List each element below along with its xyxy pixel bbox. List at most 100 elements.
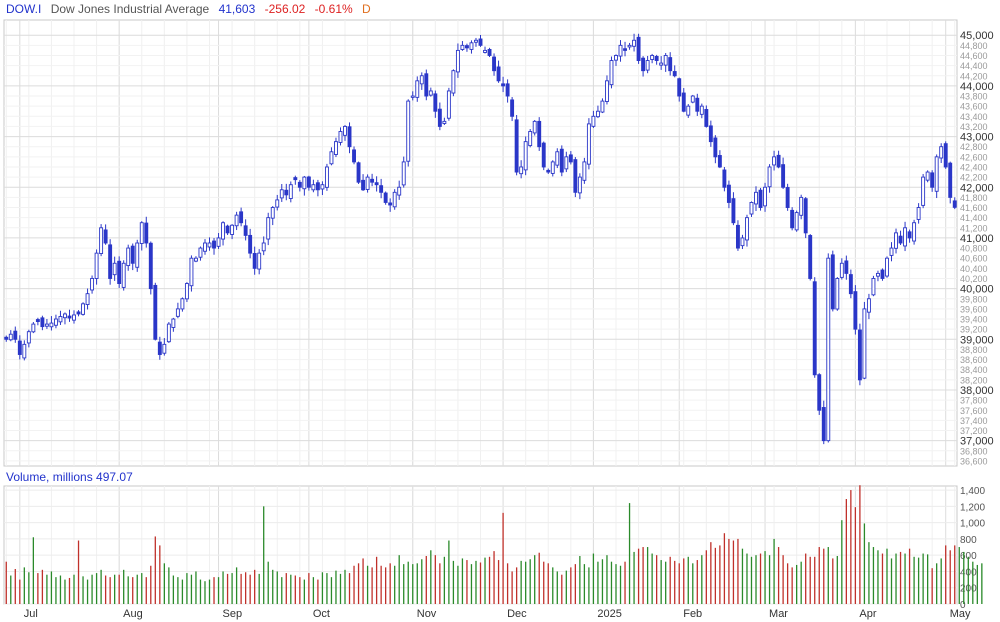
candle-body <box>451 70 456 94</box>
price-minor-tick-label: 44,200 <box>960 71 988 81</box>
candle-body <box>392 191 397 208</box>
price-minor-tick-label: 43,200 <box>960 122 988 132</box>
candle-body <box>627 44 632 48</box>
candle-body <box>53 318 58 326</box>
candle-body <box>817 374 822 411</box>
candle-body <box>708 125 713 143</box>
candle-body <box>126 247 131 267</box>
candle-body <box>871 278 876 296</box>
price-minor-tick-label: 38,200 <box>960 375 988 385</box>
candle-body <box>302 176 307 190</box>
volume-tick-label: 1,000 <box>960 519 985 530</box>
price-minor-tick-label: 43,400 <box>960 112 988 122</box>
price-minor-tick-label: 39,400 <box>960 315 988 325</box>
candle-body <box>930 172 935 188</box>
candle-body <box>216 237 221 247</box>
x-tick-label: Feb <box>683 608 702 620</box>
period-label[interactable]: D <box>362 2 371 16</box>
candle-body <box>632 39 637 47</box>
candle-body <box>934 156 939 192</box>
candle-body <box>912 222 917 242</box>
candle-body <box>166 323 171 343</box>
candle-body <box>523 141 528 171</box>
candle-body <box>853 291 858 330</box>
candle-body <box>162 343 167 354</box>
price-major-tick-label: 41,000 <box>960 233 994 245</box>
candle-body <box>735 224 740 249</box>
candle-body <box>85 293 90 305</box>
candle-body <box>81 303 85 315</box>
candle-body <box>410 95 415 98</box>
candle-body <box>754 191 758 205</box>
price-minor-tick-label: 39,600 <box>960 304 988 314</box>
candle-body <box>799 196 804 216</box>
symbol-label[interactable]: DOW.I <box>6 2 42 16</box>
candle-body <box>672 71 677 77</box>
candle-body <box>184 283 189 300</box>
candle-body <box>352 149 356 163</box>
price-minor-tick-label: 38,600 <box>960 355 988 365</box>
candle-body <box>686 105 691 116</box>
candle-body <box>591 115 596 127</box>
candle-body <box>835 278 840 310</box>
candle-body <box>496 66 501 82</box>
candle-body <box>559 148 564 173</box>
candle-body <box>243 225 248 236</box>
candle-body <box>505 83 510 97</box>
candle-body <box>428 90 433 96</box>
candle-body <box>17 340 22 355</box>
candle-body <box>654 55 659 61</box>
candle-body <box>103 229 108 244</box>
candle-body <box>230 224 235 235</box>
candle-body <box>35 319 40 323</box>
candle-body <box>171 318 176 328</box>
price-major-tick-label: 44,000 <box>960 81 994 93</box>
candle-body <box>749 202 754 215</box>
candle-body <box>415 80 420 98</box>
price-minor-tick-label: 42,800 <box>960 142 988 152</box>
x-tick-label: Mar <box>769 608 788 620</box>
candle-body <box>952 200 957 208</box>
candle-body <box>501 83 506 87</box>
candle-body <box>690 95 695 103</box>
candle-body <box>663 55 668 66</box>
candle-body <box>541 142 546 168</box>
candle-body <box>198 247 203 258</box>
candle-body <box>288 184 293 199</box>
price-minor-tick-label: 40,600 <box>960 254 988 264</box>
chart-header: DOW.I Dow Jones Industrial Average 41,60… <box>6 2 377 18</box>
price-minor-tick-label: 39,200 <box>960 325 988 335</box>
candle-body <box>329 151 334 165</box>
candle-body <box>717 155 722 168</box>
candle-body <box>22 343 27 359</box>
candle-body <box>478 38 483 46</box>
candle-body <box>618 44 623 57</box>
candle-body <box>695 97 700 112</box>
candle-body <box>315 182 320 191</box>
candle-body <box>446 90 451 119</box>
candle-body <box>221 222 226 240</box>
price-minor-tick-label: 40,400 <box>960 264 988 274</box>
candle-body <box>460 44 465 50</box>
candle-body <box>492 56 496 72</box>
candle-body <box>731 198 736 224</box>
price-minor-tick-label: 37,200 <box>960 426 988 436</box>
x-tick-label: May <box>950 608 971 620</box>
candle-body <box>826 257 831 442</box>
candle-body <box>130 245 135 264</box>
price-minor-tick-label: 41,400 <box>960 213 988 223</box>
candle-body <box>135 242 140 268</box>
candle-body <box>641 57 646 72</box>
candle-body <box>248 234 253 254</box>
candle-body <box>550 161 555 174</box>
price-minor-tick-label: 42,200 <box>960 173 988 183</box>
price-minor-tick-label: 36,800 <box>960 446 988 456</box>
candle-body <box>406 100 411 162</box>
candle-body <box>311 184 316 191</box>
candle-body <box>925 171 930 181</box>
candle-body <box>939 146 944 159</box>
candle-body <box>532 120 537 134</box>
price-major-tick-label: 39,000 <box>960 334 994 346</box>
candle-body <box>573 159 578 193</box>
